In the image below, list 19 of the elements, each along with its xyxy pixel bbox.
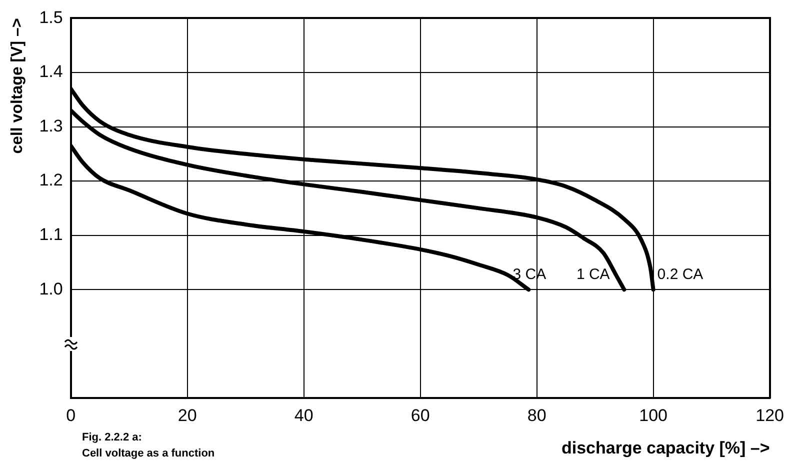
y-axis-title: cell voltage [V] –>: [9, 18, 26, 154]
x-tick-label: 20: [178, 406, 197, 426]
caption: Fig. 2.2.2 a:: [82, 432, 142, 444]
x-axis-title: discharge capacity [%] –>: [561, 438, 770, 458]
x-tick-label: 40: [294, 406, 314, 426]
series-label: 1 CA: [576, 266, 610, 283]
y-tick-label: 1.2: [39, 170, 63, 190]
y-tick-label: 1.1: [39, 225, 63, 244]
x-tick-label: 60: [410, 406, 430, 426]
y-tick-label: 1.0: [39, 279, 63, 298]
y-tick-label: 1.4: [39, 62, 63, 82]
x-tick-label: 0: [66, 406, 76, 426]
x-tick-label: 80: [527, 406, 546, 426]
x-tick-label: 100: [639, 406, 668, 426]
text: Cell voltage as a function: [82, 448, 215, 460]
y-tick-label: 1.5: [39, 8, 63, 27]
y-tick-label: 1.3: [39, 116, 63, 136]
series-label: 0.2 CA: [657, 266, 704, 283]
x-tick-label: 120: [756, 406, 784, 426]
